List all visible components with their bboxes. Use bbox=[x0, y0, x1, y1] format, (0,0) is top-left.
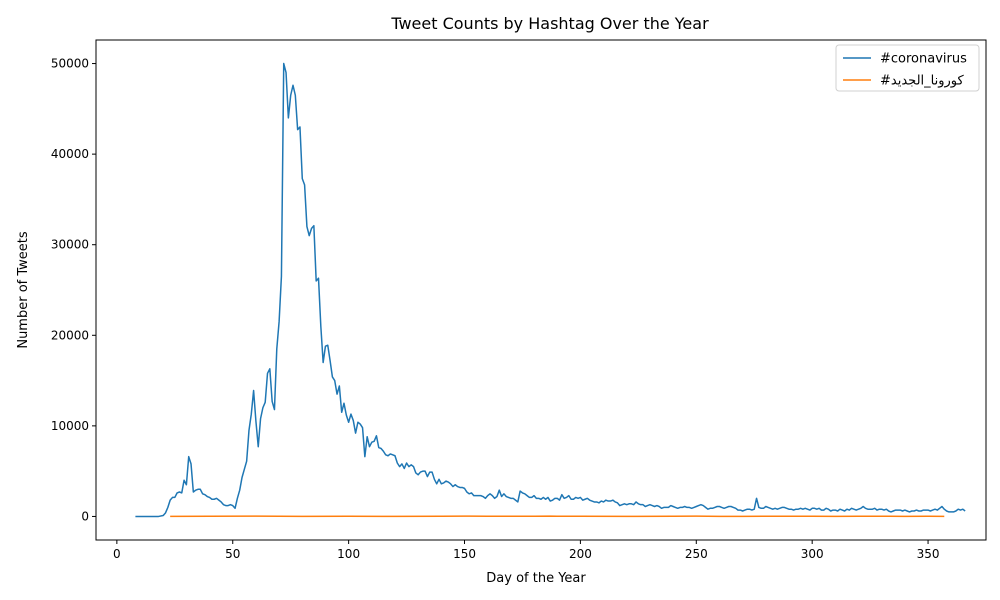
y-tick-label: 50000 bbox=[51, 57, 89, 71]
x-tick-label: 0 bbox=[113, 547, 121, 561]
y-tick-label: 10000 bbox=[51, 419, 89, 433]
legend-box bbox=[835, 44, 980, 92]
x-axis-label: Day of the Year bbox=[486, 571, 586, 586]
y-axis-label: Number of Tweets bbox=[16, 231, 31, 349]
x-tick-label: 200 bbox=[569, 547, 592, 561]
x-tick-label: 150 bbox=[453, 547, 476, 561]
chart-title: Tweet Counts by Hashtag Over the Year bbox=[390, 14, 709, 33]
legend: #coronavirus #كورونا_الجديد bbox=[835, 44, 980, 92]
legend-label-2: #كورونا_الجديد bbox=[880, 74, 964, 89]
series-line-1 bbox=[135, 62, 966, 518]
y-tick-label: 20000 bbox=[51, 328, 89, 342]
x-tick-label: 300 bbox=[801, 547, 824, 561]
plot-frame bbox=[95, 39, 987, 541]
legend-label-1: #coronavirus bbox=[880, 52, 967, 67]
x-tick-label: 100 bbox=[337, 547, 360, 561]
x-tick-label: 50 bbox=[225, 547, 240, 561]
x-axis-ticks: 0 50 100 150 200 250 300 350 bbox=[113, 540, 940, 561]
x-tick-label: 350 bbox=[917, 547, 940, 561]
y-axis-ticks: 0 10000 20000 30000 40000 50000 bbox=[51, 57, 96, 523]
plot-lines bbox=[135, 62, 966, 518]
y-tick-label: 40000 bbox=[51, 147, 89, 161]
y-tick-label: 30000 bbox=[51, 238, 89, 252]
x-tick-label: 250 bbox=[685, 547, 708, 561]
y-tick-label: 0 bbox=[81, 509, 89, 523]
